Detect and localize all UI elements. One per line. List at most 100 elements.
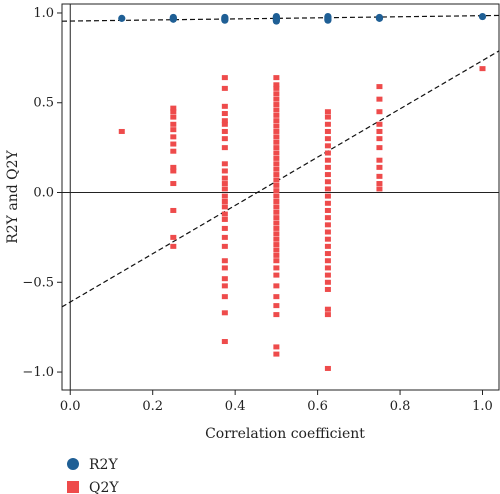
q2y-point [118,128,125,134]
q2y-point [324,186,331,192]
q2y-point [221,204,228,210]
q2y-point [324,312,331,318]
q2y-point [221,121,228,127]
q2y-point [221,234,228,240]
r2y-point [272,17,280,25]
q2y-point [273,220,280,226]
q2y-point [324,258,331,264]
q2y-point [170,164,177,170]
q2y-point [170,181,177,187]
q2y-point [273,225,280,231]
q2y-point [170,105,177,111]
q2y-point [273,150,280,156]
q2y-point [273,75,280,81]
y-tick-label: 0.5 [33,96,54,111]
plot-area [61,3,500,391]
y-axis-label: R2Y and Q2Y [5,149,21,243]
legend-q2y-marker [67,481,79,493]
q2y-point [221,198,228,204]
q2y-point [273,242,280,248]
legend-r2y-marker [67,458,79,470]
q2y-point [221,193,228,199]
q2y-point [273,82,280,88]
q2y-point [221,294,228,300]
q2y-point [273,123,280,129]
q2y-point [324,179,331,185]
q2y-point [221,265,228,271]
q2y-point [273,188,280,194]
q2y-point [324,286,331,292]
q2y-point [221,181,228,187]
q2y-point [221,75,228,81]
q2y-point [170,134,177,140]
q2y-point [273,145,280,151]
q2y-point [221,168,228,174]
q2y-point [221,128,228,134]
q2y-point [170,141,177,147]
q2y-point [221,339,228,345]
q2y-point [170,207,177,213]
legend-q2y-label: Q2Y [89,480,119,494]
q2y-point [273,236,280,242]
r2y-point [169,15,177,23]
y-tick-label: 1.0 [33,6,54,21]
q2y-point [273,265,280,271]
q2y-point [273,258,280,264]
q2y-point [376,96,383,102]
q2y-point [324,279,331,285]
q2y-point [376,181,383,187]
q2y-point [221,216,228,222]
q2y-point [273,215,280,221]
q2y-point [170,148,177,154]
q2y-point [324,207,331,213]
q2y-point [221,225,228,231]
q2y-point [273,303,280,309]
q2y-point [376,109,383,115]
y-tick-label: −0.5 [22,275,54,290]
q2y-point [324,114,331,120]
q2y-point [324,222,331,228]
q2y-point [221,85,228,91]
x-tick-label: 0.0 [60,399,81,414]
q2y-point [273,247,280,253]
q2y-point [324,272,331,278]
x-tick-label: 0.8 [390,399,411,414]
q2y-point [221,243,228,249]
q2y-point [170,109,177,115]
q2y-point [376,164,383,170]
x-tick-label: 0.2 [142,399,163,414]
q2y-point [324,109,331,115]
q2y-point [376,128,383,134]
q2y-point [273,107,280,113]
q2y-point [273,231,280,237]
q2y-point [273,312,280,318]
q2y-point [324,229,331,235]
q2y-point [324,236,331,242]
q2y-point [273,172,280,178]
q2y-point [324,172,331,178]
q2y-point [273,344,280,350]
q2y-point [376,136,383,142]
q2y-point [221,118,228,124]
q2y-point [273,252,280,258]
q2y-point [170,121,177,127]
q2y-point [273,102,280,108]
q2y-point [273,118,280,124]
q2y-point [324,193,331,199]
q2y-point [273,283,280,289]
q2y-point [324,136,331,142]
q2y-point [170,114,177,120]
y-tick-label: −1.0 [22,365,54,380]
q2y-point [324,164,331,170]
q2y-point [273,351,280,357]
q2y-point [273,198,280,204]
q2y-point [273,155,280,161]
q2y-point [273,128,280,134]
q2y-point [273,139,280,145]
q2y-regression-line [62,50,499,308]
q2y-point [273,134,280,140]
q2y-point [221,310,228,316]
r2y-regression-line [62,14,499,22]
q2y-point [273,91,280,97]
q2y-point [221,111,228,117]
